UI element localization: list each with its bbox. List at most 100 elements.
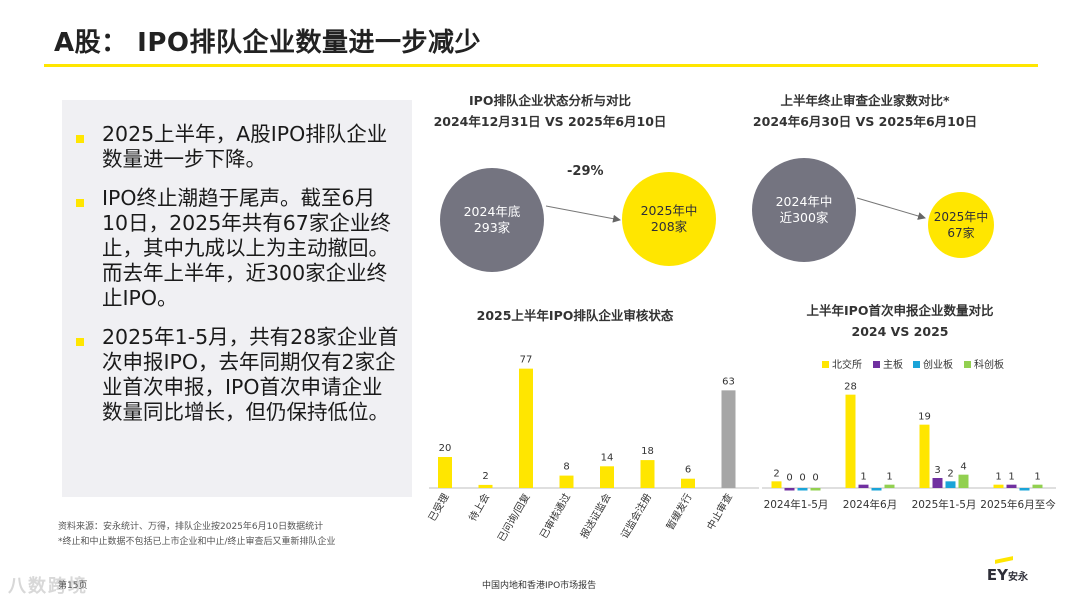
chart1-bar [600,466,614,488]
chart1-data-label: 63 [722,376,735,387]
chart2-title: 上半年IPO首次申报企业数量对比 2024 VS 2025 [780,300,1020,342]
chart2-data-label: 1 [886,472,892,483]
chart2-bar [871,488,882,491]
chart2-bar [784,488,795,491]
compare-b-left-line1: 2024年中 [775,194,833,209]
bullet-item: IPO终止潮趋于尾声。截至6月10日，2025年共有67家企业终止，其中九成以上… [76,186,400,311]
compare-a-right-circle: 2025年中 208家 [622,172,716,266]
chart1-data-label: 77 [520,355,533,366]
bullet-item: 2025年1-5月，共有28家企业首次申报IPO，去年同期仅有2家企业首次申报，… [76,325,400,425]
chart2-bar [858,484,869,488]
page-title: A股： IPO排队企业数量进一步减少 [54,28,482,58]
chart1-category-label: 已审核通过 [537,491,573,541]
bullet-square-icon [76,135,84,143]
bullet-item: 2025上半年，A股IPO排队企业数量进一步下降。 [76,122,400,172]
chart2-bar [1032,484,1043,488]
chart2-legend-label: 创业板 [923,358,953,371]
page-number: 第15页 [58,581,88,591]
compare-a-title-line2: 2024年12月31日 VS 2025年6月10日 [433,114,667,129]
chart2-category-label: 2024年6月 [843,498,897,511]
compare-b-left-line2: 近300家 [779,210,829,225]
chart2-bar [845,394,856,488]
ey-logo-cn: 安永 [1008,572,1028,583]
chart2-bar [993,484,1004,488]
chart1-category-label: 待上会 [466,491,492,523]
chart1-category-label: 中止审查 [704,491,735,532]
chart2-data-label: 0 [812,473,818,484]
chart2-data-label: 2 [773,468,779,479]
chart2-data-label: 3 [934,465,940,476]
chart2-bar [958,474,969,488]
chart1-data-label: 14 [601,452,614,463]
compare-a-title-line1: IPO排队企业状态分析与对比 [469,93,631,108]
bullet-square-icon [76,199,84,207]
chart2-data-label: 0 [799,473,805,484]
bullet-text: 2025年1-5月，共有28家企业首次申报IPO，去年同期仅有2家企业首次申报，… [102,325,399,424]
footnote: *终止和中止数据不包括已上市企业和中止/终止审查后又重新排队企业 [58,537,336,547]
chart2-bar [919,424,930,488]
chart2-bar [945,481,956,488]
compare-a-left-line2: 293家 [473,220,511,235]
compare-a-title: IPO排队企业状态分析与对比 2024年12月31日 VS 2025年6月10日 [430,90,670,132]
bullet-square-icon [76,338,84,346]
chart2-data-label: 1 [1034,472,1040,483]
source-note: 资料来源：安永统计、万得，排队企业按2025年6月10日数据统计 [58,522,324,532]
compare-b-title-line1: 上半年终止审查企业家数对比* [780,93,950,108]
chart1-svg: 20 已受理 2 待上会 77 已问询/回复 8 已审核通过 14 报送证监会 18 证监会注册 6 暂缓… [426,355,759,544]
chart1-category-label: 已问询/回复 [495,491,533,544]
chart1-data-label: 2 [482,471,488,482]
chart2-data-label: 1 [860,472,866,483]
compare-a-change: -29% [567,164,604,179]
chart2-bar [1006,484,1017,488]
compare-a-right-line1: 2025年中 [640,203,698,218]
chart1-bar [559,475,574,488]
compare-a-right-line2: 208家 [650,219,688,234]
chart2-legend-swatch [822,361,829,368]
chart2-category-label: 2024年1-5月 [764,498,829,511]
chart2-bar [810,488,821,491]
chart2-data-label: 0 [786,473,792,484]
chart2-data-label: 1 [1008,472,1014,483]
compare-a-left-circle: 2024年底 293家 [440,168,544,272]
watermark: 八数跨境 [8,576,88,597]
ey-logo: EY安永 [986,556,1028,584]
chart2-data-label: 19 [918,412,931,423]
chart1-title: 2025上半年IPO排队企业审核状态 [476,308,674,323]
chart2-legend-label: 北交所 [832,358,862,371]
chart2-legend-label: 主板 [883,358,903,371]
chart1-category-label: 已受理 [426,492,451,524]
chart1-bar [519,368,533,488]
chart1-data-label: 20 [439,443,452,454]
chart2-bar [771,481,782,488]
chart2-legend-swatch [964,361,971,368]
chart2-legend-swatch [913,361,920,368]
chart1-bar [438,457,452,488]
chart1-data-label: 6 [685,465,691,476]
chart1-data-label: 8 [563,462,569,473]
compare-a-left-line1: 2024年底 [463,204,521,219]
chart1-category-label: 暂缓发行 [663,491,694,532]
ey-logo-text: EY [986,566,1008,584]
chart2-data-label: 28 [844,382,857,393]
chart1-bar [640,460,655,488]
chart1-data-label: 18 [641,446,654,457]
chart2-bar [1019,488,1030,491]
chart1-category-label: 报送证监会 [577,491,613,541]
chart2-category-label: 2025年1-5月 [912,498,977,511]
chart1-category-label: 证监会注册 [618,491,654,541]
chart2-category-label: 2025年6月至今 [980,498,1056,511]
compare-b-right-line2: 67家 [947,226,975,240]
chart2-bar [884,484,895,488]
compare-b-left-circle: 2024年中 近300家 [752,158,856,262]
compare-b-title: 上半年终止审查企业家数对比* 2024年6月30日 VS 2025年6月10日 [740,90,990,132]
bullet-panel: 2025上半年，A股IPO排队企业数量进一步下降。 IPO终止潮趋于尾声。截至6… [62,100,412,497]
chart1-bar [681,478,695,488]
compare-b-title-line2: 2024年6月30日 VS 2025年6月10日 [752,114,978,129]
bullet-text: 2025上半年，A股IPO排队企业数量进一步下降。 [102,122,388,171]
chart1-bar [478,484,493,488]
chart2-bar [932,478,943,488]
bullet-text: IPO终止潮趋于尾声。截至6月10日，2025年共有67家企业终止，其中九成以上… [102,186,391,310]
title-underline [44,64,1038,67]
